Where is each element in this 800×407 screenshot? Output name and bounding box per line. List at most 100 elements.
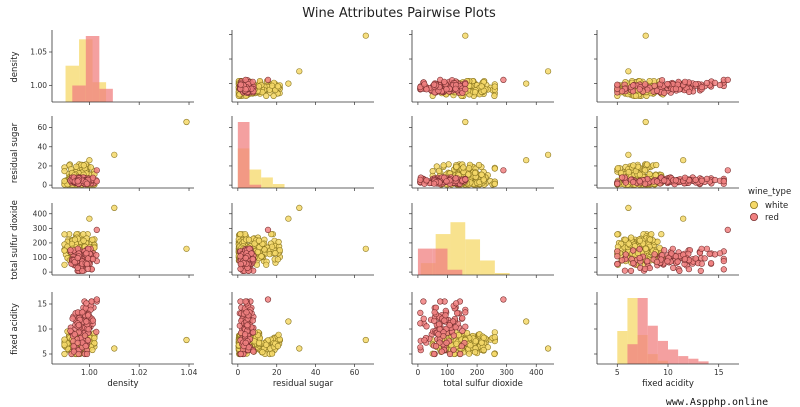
scatter-point-white xyxy=(472,349,479,356)
scatter-point-white xyxy=(258,253,265,260)
scatter-point-white xyxy=(61,231,68,238)
panel-residual-sugar-vs-density: 0 20 40 60 residual sugar xyxy=(10,116,194,191)
scatter-point-white xyxy=(245,236,253,243)
scatter-point-red xyxy=(614,81,621,88)
hist-bar-white xyxy=(617,331,628,364)
scatter-point-red xyxy=(81,332,89,339)
panel-fixed-acidity-vs-density: 5 10 15 1.00 1.02 1.04 density fixed acidity xyxy=(10,292,198,389)
scatter-point-white xyxy=(86,157,93,164)
scatter-point-red xyxy=(433,343,440,350)
scatter-point-white xyxy=(614,231,621,238)
scatter-point-white xyxy=(61,168,68,175)
scatter-point-white xyxy=(472,169,479,177)
scatter-point-white xyxy=(259,349,266,356)
scatter-point-red xyxy=(242,331,249,338)
scatter-point-red xyxy=(250,329,257,336)
y-tick-label: 1.00 xyxy=(30,81,47,90)
scatter-point-red xyxy=(93,178,100,185)
y-tick-label: 10 xyxy=(37,325,47,334)
scatter-point-white xyxy=(478,171,485,178)
hist-bar-white xyxy=(494,273,510,275)
y-axis-label-residual-sugar: residual sugar xyxy=(10,122,20,183)
scatter-point-white xyxy=(646,77,653,85)
scatter-point-white xyxy=(254,248,261,256)
y-axis-label-fixed-acidity: fixed acidity xyxy=(10,303,20,355)
hist-bar-red xyxy=(447,269,463,275)
scatter-point-red xyxy=(630,260,637,267)
scatter-point-white xyxy=(255,339,263,346)
scatter-point-red xyxy=(720,258,727,265)
scatter-point-red xyxy=(93,296,100,303)
scatter-point-red xyxy=(459,315,466,322)
scatter-point-red xyxy=(692,176,699,183)
scatter-point-white xyxy=(491,350,498,358)
scatter-point-red xyxy=(242,254,249,262)
scatter-point-white xyxy=(480,334,487,341)
y-tick-label: 5 xyxy=(42,350,47,359)
scatter-point-red xyxy=(668,250,675,257)
legend-label-red: red xyxy=(765,213,779,223)
scatter-point-white xyxy=(111,345,118,352)
scatter-point-red xyxy=(641,265,649,273)
legend-label-white: white xyxy=(765,201,788,211)
scatter-point-red xyxy=(82,343,89,350)
panel-density-vs-fixed-acidity xyxy=(594,30,739,105)
scatter-point-red xyxy=(627,267,635,275)
scatter-point-red xyxy=(661,247,668,254)
scatter-point-white xyxy=(491,165,498,172)
scatter-point-red xyxy=(74,178,81,185)
scatter-point-red xyxy=(703,175,711,182)
x-tick-label: 0 xyxy=(416,368,421,377)
panel-total-sulfur-dioxide-vs-total-sulfur-dioxide xyxy=(409,203,554,278)
chart-title: Wine Attributes Pairwise Plots xyxy=(302,6,496,21)
scatter-point-red xyxy=(630,82,637,89)
y-tick-label: 40 xyxy=(37,142,47,151)
scatter-point-red xyxy=(417,344,424,351)
scatter-point-white xyxy=(270,92,277,99)
scatter-point-white xyxy=(491,180,498,187)
scatter-point-red xyxy=(85,326,92,333)
scatter-point-white xyxy=(475,161,483,169)
y-tick-label: 0 xyxy=(42,268,47,277)
hist-bar-red xyxy=(432,248,448,275)
x-tick-label: 100 xyxy=(440,368,455,377)
scatter-point-red xyxy=(435,331,442,338)
y-axis-label-density: density xyxy=(10,51,20,82)
scatter-point-red xyxy=(75,322,82,329)
scatter-point-red xyxy=(500,76,507,83)
scatter-point-white xyxy=(275,331,282,338)
hist-bar-white xyxy=(627,298,638,364)
scatter-point-red xyxy=(417,309,424,317)
x-tick-label: 1.00 xyxy=(81,368,98,377)
scatter-point-white xyxy=(658,231,665,238)
scatter-point-red xyxy=(74,339,81,347)
scatter-point-red xyxy=(661,177,668,184)
scatter-point-red xyxy=(84,312,92,319)
hist-bar-white xyxy=(450,222,466,275)
scatter-point-red xyxy=(67,247,74,254)
legend: wine_type white red xyxy=(748,187,791,223)
scatter-point-white xyxy=(285,318,292,325)
scatter-point-white xyxy=(73,163,80,170)
scatter-point-red xyxy=(242,86,249,93)
panel-fixed-acidity-vs-fixed-acidity: 5 10 15 fixed acidity xyxy=(594,292,739,389)
scatter-point-red xyxy=(636,254,643,262)
scatter-point-red xyxy=(423,177,430,184)
scatter-point-red xyxy=(685,266,693,273)
panel-fixed-acidity-vs-total-sulfur-dioxide: 0 100 200 300 400 total sulfur dioxide xyxy=(409,292,554,389)
scatter-point-red xyxy=(79,309,86,316)
scatter-point-red xyxy=(83,261,91,268)
scatter-point-red xyxy=(614,261,621,268)
scatter-point-red xyxy=(237,253,244,260)
hist-bar-red xyxy=(698,361,709,364)
hist-bar-red xyxy=(85,36,100,102)
scatter-point-white xyxy=(453,340,460,347)
scatter-point-red xyxy=(614,253,621,260)
scatter-point-red xyxy=(651,82,658,89)
legend-marker-white xyxy=(750,200,759,209)
panel-total-sulfur-dioxide-vs-density: 0 100 200 300 400 total sulfur dioxide xyxy=(10,200,194,280)
scatter-point-white xyxy=(274,83,282,90)
scatter-point-red xyxy=(701,255,708,262)
scatter-point-red xyxy=(83,180,91,187)
